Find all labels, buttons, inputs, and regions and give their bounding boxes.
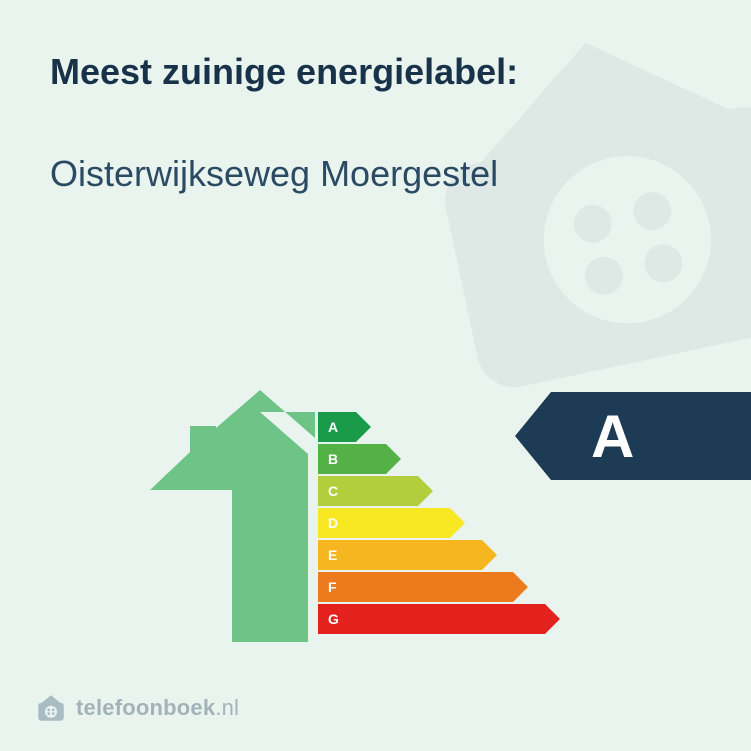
energy-bar-row: D xyxy=(318,508,545,538)
energy-bar-row: A xyxy=(318,412,545,442)
badge-arrow-icon xyxy=(515,392,551,480)
bar-arrow-icon xyxy=(545,604,560,634)
energy-bar-letter: F xyxy=(328,579,337,595)
energy-bar-letter: A xyxy=(328,419,338,435)
energy-bar-letter: G xyxy=(328,611,339,627)
energy-bar-row: F xyxy=(318,572,545,602)
rating-badge: A xyxy=(551,392,751,480)
watermark-icon xyxy=(396,0,751,435)
energy-bar-row: E xyxy=(318,540,545,570)
bar-arrow-icon xyxy=(356,412,371,442)
footer-brand-bold: telefoonboek xyxy=(76,695,215,720)
energy-bar: A xyxy=(318,412,356,442)
footer-logo-icon xyxy=(36,693,66,723)
energy-bars: ABCDEFG xyxy=(318,412,545,636)
energy-bar: E xyxy=(318,540,482,570)
bar-arrow-icon xyxy=(513,572,528,602)
footer-brand: telefoonboek.nl xyxy=(76,695,239,721)
energy-bar: D xyxy=(318,508,450,538)
footer-brand-tld: .nl xyxy=(215,695,239,720)
energy-bar: B xyxy=(318,444,386,474)
energy-bar-row: B xyxy=(318,444,545,474)
bar-arrow-icon xyxy=(418,476,433,506)
energy-bar-letter: E xyxy=(328,547,337,563)
bar-arrow-icon xyxy=(482,540,497,570)
energy-bar-letter: D xyxy=(328,515,338,531)
footer: telefoonboek.nl xyxy=(36,693,239,723)
bar-arrow-icon xyxy=(386,444,401,474)
energy-bar: G xyxy=(318,604,545,634)
rating-letter: A xyxy=(591,402,634,471)
energy-bar-letter: B xyxy=(328,451,338,467)
energy-bar-letter: C xyxy=(328,483,338,499)
energy-label-card: Meest zuinige energielabel: Oisterwijkse… xyxy=(0,0,751,751)
bar-arrow-icon xyxy=(450,508,465,538)
energy-bar-row: C xyxy=(318,476,545,506)
house-icon xyxy=(150,390,315,645)
energy-bar: C xyxy=(318,476,418,506)
energy-bar-row: G xyxy=(318,604,545,634)
energy-bar: F xyxy=(318,572,513,602)
